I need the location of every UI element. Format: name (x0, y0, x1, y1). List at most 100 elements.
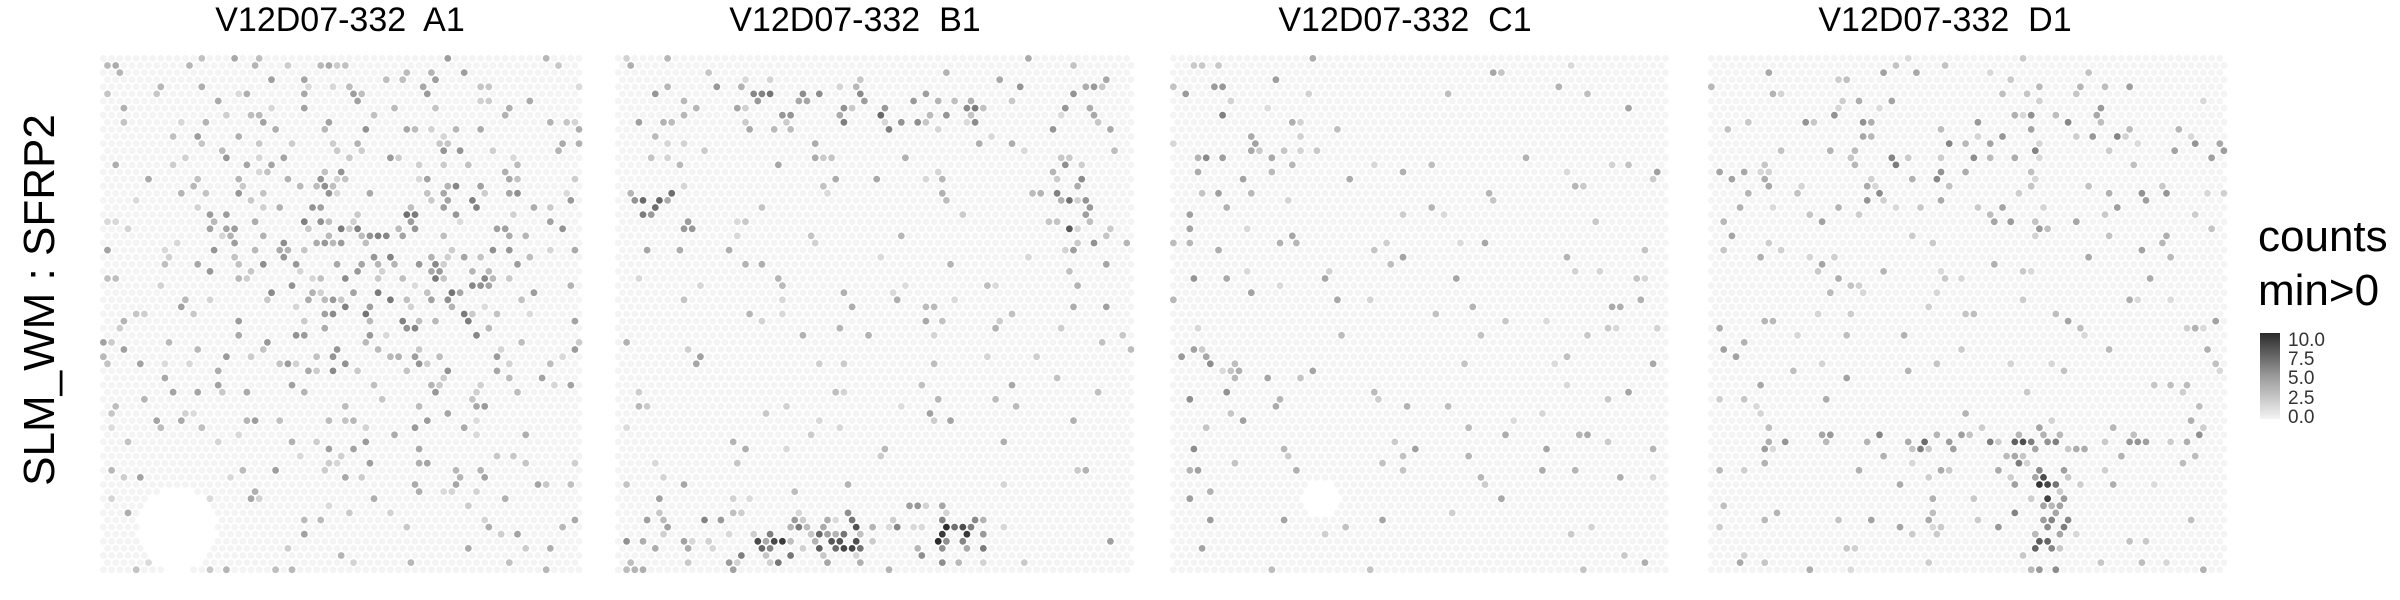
spot (501, 253, 509, 261)
spot (485, 253, 493, 261)
spot (321, 83, 329, 91)
spot (354, 126, 361, 133)
spot (223, 324, 230, 332)
spot (1016, 69, 1024, 76)
spot (366, 545, 374, 552)
spot (419, 395, 427, 403)
spot (656, 97, 663, 105)
spot (116, 55, 124, 62)
spot (210, 331, 218, 339)
spot (567, 69, 575, 76)
spot (202, 260, 210, 268)
spot (366, 189, 374, 197)
spot (198, 481, 206, 488)
spot (391, 118, 398, 126)
spot (514, 104, 521, 112)
spot (296, 310, 304, 318)
spot (684, 104, 692, 112)
spot (223, 310, 230, 318)
spot (469, 239, 476, 247)
spot (177, 260, 185, 268)
spot (329, 268, 337, 275)
spot (563, 118, 571, 126)
spot (444, 282, 452, 289)
spot (567, 339, 575, 346)
spot (300, 275, 308, 282)
spot (210, 104, 218, 112)
spot (362, 197, 370, 204)
spot (251, 346, 259, 353)
spot (169, 331, 177, 339)
spot (354, 466, 361, 474)
spot (141, 296, 148, 304)
spot (214, 111, 222, 119)
spot (522, 360, 530, 368)
spot (934, 83, 942, 91)
spot (391, 431, 398, 439)
spot (161, 260, 169, 268)
spot (873, 118, 881, 126)
spot (464, 204, 472, 211)
spot (227, 275, 234, 282)
spot (341, 459, 349, 467)
spot (391, 474, 398, 481)
spot (538, 104, 546, 112)
spot (382, 275, 390, 282)
spot (108, 452, 115, 460)
spot (268, 545, 275, 552)
spot (194, 232, 202, 240)
spot (120, 417, 128, 424)
spot (906, 104, 913, 112)
spot (1041, 126, 1049, 133)
spot (407, 260, 415, 268)
spot (530, 90, 538, 98)
spot (218, 488, 226, 495)
spot (382, 445, 390, 453)
spot (419, 197, 427, 204)
spot (243, 403, 251, 410)
spot (668, 62, 676, 69)
spot (555, 346, 562, 353)
spot (173, 239, 181, 247)
spot (428, 367, 435, 375)
spot (177, 445, 185, 453)
spot (1000, 83, 1008, 91)
spot (317, 545, 325, 552)
spot (526, 282, 534, 289)
spot (979, 118, 987, 126)
spot (387, 310, 394, 318)
spot (477, 239, 484, 247)
spot (460, 211, 468, 219)
spot (542, 381, 550, 389)
spot (571, 388, 579, 396)
spot (567, 466, 575, 474)
spot (124, 253, 132, 261)
spot (288, 566, 296, 574)
spot (448, 360, 456, 368)
spot (542, 353, 550, 361)
spot (313, 481, 320, 488)
spot (551, 168, 558, 176)
spot (284, 431, 292, 439)
spot (477, 182, 484, 190)
spot (440, 346, 448, 353)
spot (354, 523, 361, 531)
spot (721, 83, 729, 91)
spot (423, 147, 431, 155)
spot (190, 168, 197, 176)
spot (157, 381, 165, 389)
spot (218, 516, 226, 524)
spot (190, 282, 197, 289)
spot (177, 303, 185, 311)
spot (534, 537, 542, 545)
spot (264, 523, 271, 531)
spot (460, 111, 468, 119)
spot (460, 168, 468, 176)
spot (223, 182, 230, 190)
spot (387, 466, 394, 474)
spot (157, 438, 165, 446)
spot (165, 310, 173, 318)
spot (264, 424, 271, 432)
spot (440, 260, 448, 268)
spot (448, 403, 456, 410)
